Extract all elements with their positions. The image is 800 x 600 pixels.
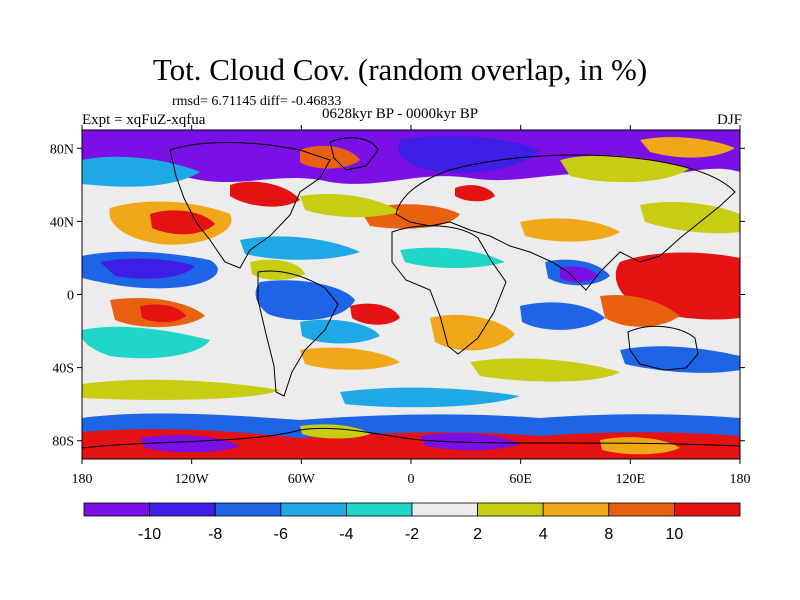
anomaly-region <box>300 347 400 370</box>
coastline-australia <box>627 325 699 371</box>
x-tick-label: 180 <box>72 472 93 487</box>
colorbar-label: -8 <box>208 526 222 543</box>
chart-title: Tot. Cloud Cov. (random overlap, in %) <box>152 52 648 87</box>
anomaly-region <box>300 193 400 218</box>
colorbar-swatch <box>83 502 150 517</box>
colorbar-label: 8 <box>604 526 613 543</box>
anomaly-region <box>470 358 620 382</box>
experiment-label: Expt = xqFuZ-xqfua <box>82 112 206 128</box>
colorbar-swatch <box>674 502 741 517</box>
y-tick-label: 80N <box>50 142 74 157</box>
x-tick-label: 0 <box>408 472 415 487</box>
anomaly-region <box>300 319 380 344</box>
colorbar-swatch <box>411 502 478 517</box>
y-tick-label: 80S <box>52 435 74 450</box>
anomaly-region <box>300 145 360 169</box>
x-tick-label: 60E <box>509 472 532 487</box>
anomaly-region <box>82 429 740 459</box>
anomaly-region <box>560 266 598 283</box>
y-tick-label: 40S <box>52 362 74 377</box>
y-axis: 80N 40N 0 40S 80S <box>50 142 745 450</box>
colorbar-swatch <box>280 502 347 517</box>
coastline-africa <box>391 225 507 355</box>
anomaly-region <box>560 155 690 183</box>
colorbar-label: -10 <box>138 526 161 543</box>
colorbar-label: -2 <box>405 526 419 543</box>
rmsd-diff-stats: rmsd= 6.71145 diff= -0.46833 <box>172 94 342 109</box>
period-label: 0628kyr BP - 0000kyr BP <box>322 106 479 122</box>
anomaly-region <box>140 435 240 453</box>
coastline-north-america <box>169 142 331 269</box>
anomaly-region <box>240 236 360 260</box>
colorbar-label: -6 <box>274 526 288 543</box>
y-tick-label: 0 <box>67 289 74 304</box>
anomaly-region <box>600 294 680 327</box>
anomaly-region <box>140 304 186 323</box>
x-tick-label: 120E <box>616 472 646 487</box>
colorbar-swatch <box>345 502 413 517</box>
anomaly-region <box>230 181 300 207</box>
anomaly-region <box>430 314 515 351</box>
anomaly-region <box>82 379 280 400</box>
season-label: DJF <box>716 112 742 128</box>
colorbar-label: 10 <box>666 526 684 543</box>
coastlines <box>82 137 740 449</box>
coastline-eurasia <box>395 154 736 291</box>
anomaly-region <box>400 247 505 268</box>
anomaly-region <box>640 137 735 158</box>
colorbar-label: 4 <box>539 526 548 543</box>
colorbar-swatch <box>608 502 675 517</box>
coastline-greenland <box>329 137 379 171</box>
anomaly-region <box>350 303 400 325</box>
anomaly-region <box>340 387 520 408</box>
anomaly-region <box>255 280 355 321</box>
colorbar-swatch <box>214 502 282 517</box>
colorbar-swatch <box>542 502 610 517</box>
anomaly-region <box>250 259 305 280</box>
anomaly-region <box>600 437 680 455</box>
colorbar: -10 -8 -6 -4 -2 2 4 8 10 <box>83 502 741 543</box>
anomaly-region <box>520 302 605 330</box>
coastline-south-america <box>257 270 339 397</box>
colorbar-label: -4 <box>339 526 353 543</box>
anomaly-region <box>398 135 540 173</box>
anomaly-region <box>520 218 620 242</box>
anomaly-region <box>82 326 210 359</box>
x-axis: 180 120W 60W 0 60E 120E 180 <box>72 125 751 487</box>
anomaly-region <box>300 424 370 439</box>
anomaly-region <box>455 185 495 202</box>
x-tick-label: 180 <box>730 472 751 487</box>
anomaly-region <box>82 156 200 187</box>
x-tick-label: 120W <box>175 472 210 487</box>
colorbar-swatch <box>477 502 544 517</box>
colorbar-label: 2 <box>473 526 482 543</box>
anomaly-region <box>82 413 740 438</box>
colorbar-swatch <box>149 502 216 517</box>
coastline-antarctica <box>82 427 740 449</box>
anomaly-region <box>150 210 215 235</box>
y-tick-label: 40N <box>50 215 74 230</box>
anomaly-region <box>100 258 195 279</box>
x-tick-label: 60W <box>288 472 316 487</box>
